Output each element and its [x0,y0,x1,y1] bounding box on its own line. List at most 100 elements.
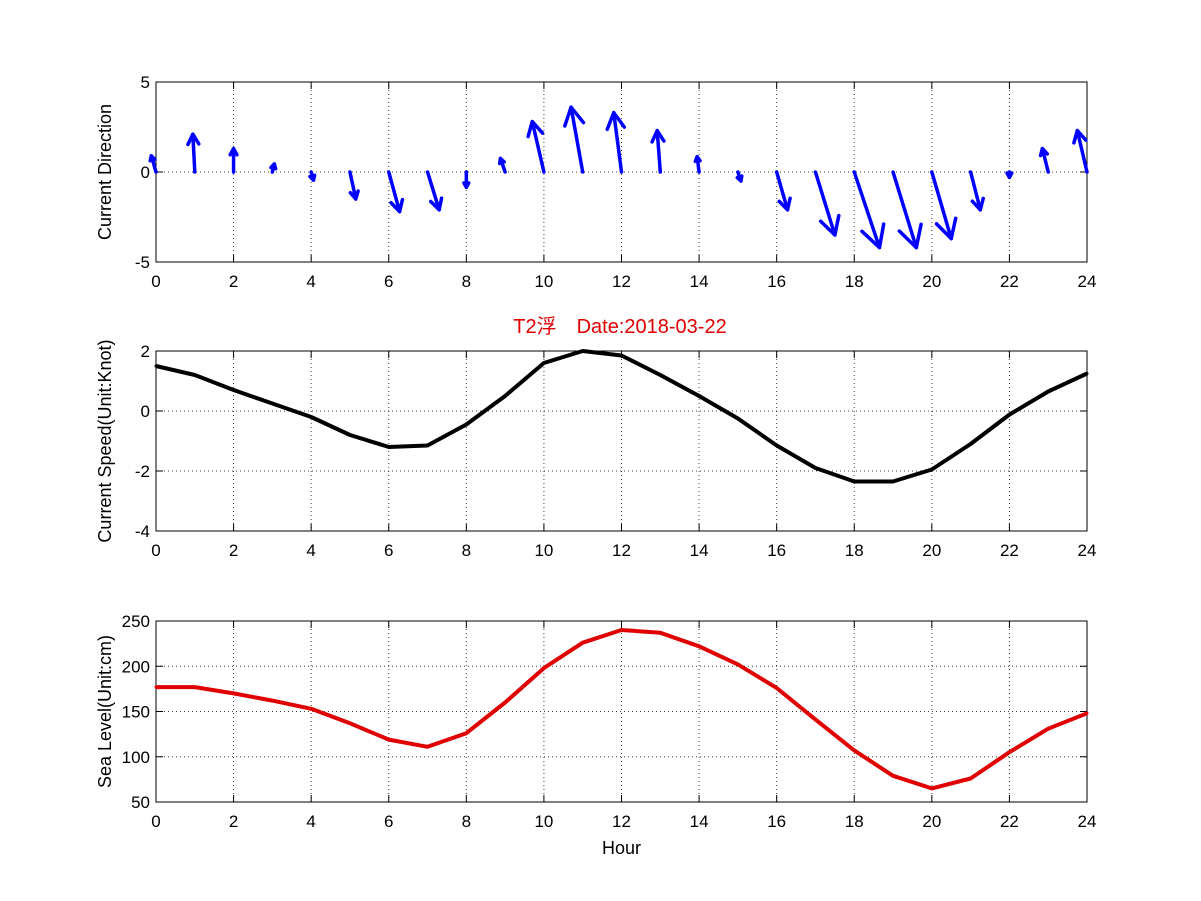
quiver-arrow [348,170,360,201]
y-tick-label: 2 [141,342,150,361]
quiver-arrow [735,170,744,183]
series-line [155,349,1088,484]
data-point [426,444,430,447]
x-tick-label: 6 [384,812,393,831]
data-point [930,468,934,471]
data-point [697,394,701,398]
x-tick-label: 6 [384,272,393,291]
data-point [193,685,197,689]
quiver-arrow [387,170,405,214]
data-point [1085,711,1089,715]
x-tick-label: 22 [1000,541,1019,560]
data-point [1085,372,1089,375]
data-point [1007,413,1011,417]
x-tick-label: 8 [462,812,471,831]
data-point [930,786,934,790]
y-tick-label: 100 [122,748,150,767]
x-tick-label: 24 [1078,812,1097,831]
quiver-arrow [425,170,444,212]
y-tick-label: 150 [122,703,150,722]
x-axis-label: Hour [602,838,641,858]
y-axis-label: Sea Level(Unit:cm) [95,635,115,788]
x-tick-label: 22 [1000,272,1019,291]
data-point [426,745,430,749]
x-tick-label: 10 [534,812,553,831]
x-tick-label: 24 [1078,272,1097,291]
x-tick-label: 14 [690,812,709,831]
y-tick-label: -5 [135,253,150,272]
x-tick-label: 20 [922,272,941,291]
x-tick-label: 0 [151,541,160,560]
y-tick-label: 5 [141,73,150,92]
quiver-arrow [813,170,841,237]
data-point [581,641,585,645]
quiver-arrow [462,170,471,190]
data-point [969,442,973,446]
data-point [775,686,779,690]
x-tick-label: 16 [767,272,786,291]
y-tick-label: 250 [122,612,150,631]
quiver-arrow [968,170,985,212]
x-tick-label: 20 [922,541,941,560]
data-point [852,480,856,483]
data-point [620,628,623,632]
x-tick-label: 0 [151,812,160,831]
data-point [503,700,507,704]
data-point [697,644,701,648]
data-point [542,361,546,365]
y-tick-label: 0 [141,402,150,421]
y-tick-label: 200 [122,657,150,676]
x-tick-label: 12 [612,272,631,291]
x-tick-label: 16 [767,541,786,560]
quiver-arrow [930,170,958,241]
x-tick-label: 24 [1078,541,1097,560]
x-tick-label: 2 [229,272,238,291]
quiver-arrow [852,170,886,250]
axes-box [155,620,1088,803]
x-tick-label: 20 [922,812,941,831]
data-point [542,666,546,670]
x-tick-label: 14 [690,272,709,291]
data-point [503,394,507,398]
data-point [464,423,468,426]
data-point [736,417,740,420]
x-tick-label: 4 [306,541,315,560]
quiver-arrow [693,154,702,174]
data-point [193,373,197,377]
data-point [891,774,895,778]
quiver-arrow [308,170,317,182]
y-tick-label: 50 [131,793,150,812]
quiver-arrow [148,154,158,174]
x-tick-label: 0 [151,272,160,291]
x-tick-label: 2 [229,541,238,560]
data-point [270,699,274,703]
quiver-arrow [526,119,546,174]
x-tick-label: 18 [845,541,864,560]
x-tick-label: 10 [534,541,553,560]
quiver-arrow [605,110,627,174]
data-point [348,433,352,437]
quiver-arrow [269,162,278,174]
y-axis-label: Current Speed(Unit:Knot) [95,339,115,542]
x-tick-label: 12 [612,812,631,831]
quiver-arrow [563,105,586,174]
x-tick-label: 18 [845,812,864,831]
y-tick-label: 0 [141,163,150,182]
quiver-arrow [1038,146,1050,174]
y-tick-label: -4 [135,522,150,541]
data-point [232,388,236,392]
x-tick-label: 16 [767,812,786,831]
quiver-arrow [1072,128,1089,174]
data-point [736,662,740,666]
data-point [387,445,391,449]
data-point [309,707,313,711]
y-axis-label: Current Direction [95,104,115,240]
data-point [1046,727,1050,731]
x-tick-label: 4 [306,272,315,291]
data-point [581,349,585,353]
data-point [309,415,313,419]
data-point [775,444,779,447]
x-tick-label: 6 [384,541,393,560]
data-point [813,718,817,722]
